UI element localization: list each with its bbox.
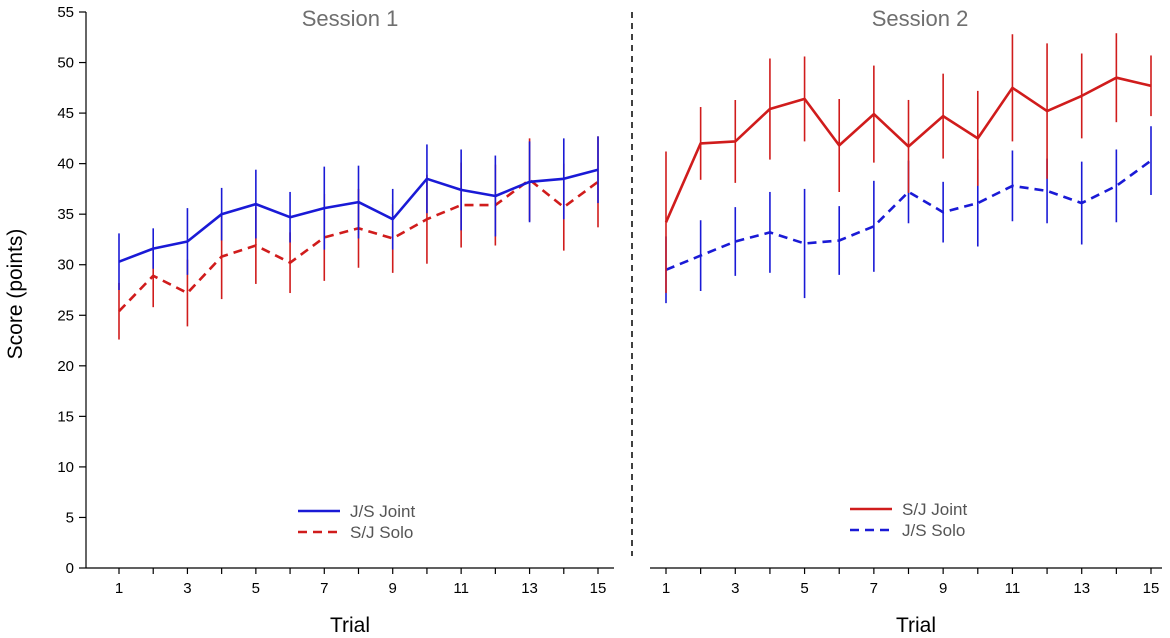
series-line xyxy=(118,168,599,263)
x-tick-label: 11 xyxy=(453,580,469,597)
series-line xyxy=(664,76,1152,223)
y-tick-label: 45 xyxy=(57,105,74,122)
x-tick-label: 1 xyxy=(115,580,123,597)
x-tick-label: 15 xyxy=(1143,580,1160,597)
y-tick-label: 50 xyxy=(57,55,74,72)
x-tick-label: 5 xyxy=(252,580,260,597)
x-tick-label: 7 xyxy=(870,580,878,597)
series-j-s-joint xyxy=(118,136,599,290)
y-tick-label: 25 xyxy=(57,307,74,324)
x-tick-label: 3 xyxy=(731,580,739,597)
legend-label: J/S Joint xyxy=(350,502,415,521)
legend: S/J Joint J/S Solo xyxy=(850,500,967,540)
y-axis-title: Score (points) xyxy=(4,229,27,360)
y-tick-label: 10 xyxy=(57,459,74,476)
series-line xyxy=(665,159,1152,272)
y-tick-label: 30 xyxy=(57,257,74,274)
x-tick-label: 9 xyxy=(389,580,397,597)
x-tick-label: 7 xyxy=(320,580,328,597)
panel-title: Session 1 xyxy=(302,6,399,31)
legend-label: S/J Joint xyxy=(902,500,967,519)
y-tick-label: 55 xyxy=(57,4,74,21)
legend: J/S Joint S/J Solo xyxy=(298,502,415,542)
y-tick-label: 20 xyxy=(57,358,74,375)
x-tick-label: 9 xyxy=(939,580,947,597)
legend-label: S/J Solo xyxy=(350,523,413,542)
x-tick-label: 13 xyxy=(521,580,538,597)
y-tick-label: 0 xyxy=(66,560,74,577)
x-tick-label: 15 xyxy=(590,580,607,597)
x-tick-label: 11 xyxy=(1005,580,1021,597)
y-tick-label: 15 xyxy=(57,408,74,425)
x-tick-label: 5 xyxy=(800,580,808,597)
panel-title: Session 2 xyxy=(872,6,969,31)
y-tick-label: 35 xyxy=(57,206,74,223)
x-axis-title: Trial xyxy=(896,614,936,637)
legend-label: J/S Solo xyxy=(902,521,965,540)
y-tick-label: 5 xyxy=(66,509,74,526)
series-s-j-joint xyxy=(664,33,1152,294)
x-tick-label: 1 xyxy=(662,580,670,597)
x-tick-label: 3 xyxy=(183,580,191,597)
y-tick-label: 40 xyxy=(57,156,74,173)
x-tick-label: 13 xyxy=(1073,580,1090,597)
x-axis-title: Trial xyxy=(330,614,370,637)
